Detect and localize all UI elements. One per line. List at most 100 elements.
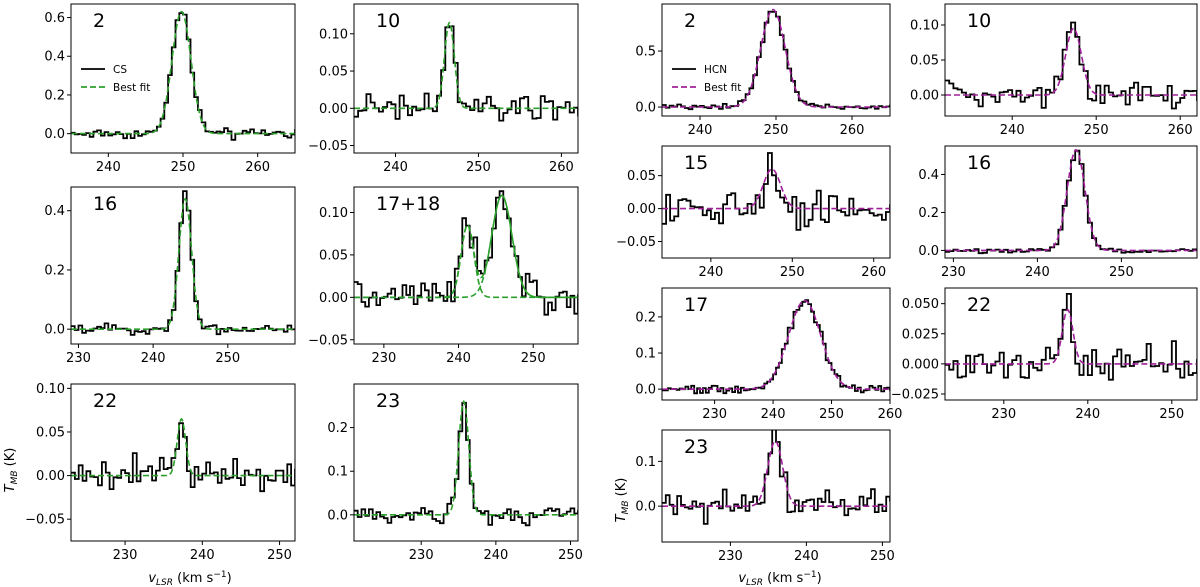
cs-ylabel: TMB (K)	[3, 448, 20, 493]
panel-id-label: 23	[376, 390, 400, 412]
legend-label-fit: Best fit	[113, 82, 150, 94]
ytick-label: 0.05	[627, 169, 656, 184]
panel-id-label: 2	[93, 10, 105, 32]
observed-spectrum-line	[71, 12, 295, 141]
best-fit-line-3	[354, 194, 578, 299]
xtick-label: 240	[794, 549, 819, 564]
axes-frame	[661, 429, 891, 543]
best-fit-line	[71, 417, 295, 477]
observed-spectrum-line	[945, 21, 1197, 110]
xtick-label: 260	[245, 160, 270, 175]
ytick-label: 0.6	[44, 11, 65, 26]
xtick-label: 250	[215, 351, 240, 366]
panel-id-label: 15	[684, 152, 708, 174]
xtick-label: 250	[1084, 123, 1109, 138]
cs-xlabel: vLSR (km s−1)	[148, 570, 231, 587]
axes-frame	[353, 186, 579, 345]
best-fit-line	[945, 27, 1197, 96]
xtick-label: 250	[819, 407, 844, 422]
legend-label-data: HCN	[704, 64, 727, 76]
best-fit-line	[354, 21, 578, 110]
ytick-label: 0.1	[327, 465, 348, 480]
best-fit-line	[354, 399, 578, 516]
observed-spectrum-line	[945, 149, 1197, 255]
ytick-label: 0.10	[319, 27, 348, 42]
xtick-label: 250	[521, 351, 546, 366]
hcn-panel-10: 0.00 0.05 0.10 240 250 260 10	[910, 3, 1198, 138]
svg-text:TMB (K): TMB (K)	[3, 448, 20, 493]
best-fit-line	[662, 8, 890, 108]
plot-area	[71, 384, 295, 541]
panel-id-label: 16	[967, 152, 991, 174]
panel-id-label: 16	[93, 193, 117, 215]
observed-spectrum-line	[662, 430, 890, 525]
plot-area	[71, 4, 295, 153]
xtick-label: 230	[409, 548, 434, 563]
xtick-label: 250	[267, 548, 292, 563]
ytick-label: 0.00	[627, 202, 656, 217]
xtick-label: 240	[141, 351, 166, 366]
ytick-label: 0.00	[36, 469, 65, 484]
ytick-label: 0.2	[635, 310, 656, 325]
hcn-panel-2: 0.0 0.5 240 250 260 2 HCN Best fit	[635, 3, 891, 138]
axes-frame	[944, 145, 1198, 259]
xtick-label: 240	[446, 351, 471, 366]
panel-id-label: 17	[684, 294, 708, 316]
panel-id-label: 22	[93, 390, 117, 412]
ytick-label: −0.025	[891, 387, 939, 402]
xtick-label: 230	[702, 407, 727, 422]
ytick-label: 0.0	[44, 323, 65, 338]
hcn-xlabel: vLSR (km s−1)	[738, 570, 821, 587]
ytick-label: −0.05	[308, 333, 348, 348]
best-fit-line	[71, 10, 295, 135]
xtick-label: 240	[1075, 407, 1100, 422]
ytick-label: 0.10	[910, 19, 939, 34]
observed-spectrum-line	[354, 401, 578, 527]
ytick-label: 0.05	[910, 54, 939, 69]
xtick-label: 240	[1025, 265, 1050, 280]
ytick-label: 0.0	[327, 508, 348, 523]
xtick-label: 250	[1159, 407, 1184, 422]
svg-text:vLSR (km s−1): vLSR (km s−1)	[148, 570, 231, 587]
ytick-label: 0.05	[36, 425, 65, 440]
panel-id-label: 23	[684, 436, 708, 458]
ytick-label: 0.0	[635, 101, 656, 116]
observed-spectrum-line	[662, 299, 890, 395]
ytick-label: 0.4	[44, 204, 65, 219]
xtick-label: 260	[549, 160, 574, 175]
ytick-label: 0.1	[635, 347, 656, 362]
xtick-label: 250	[764, 123, 789, 138]
cs-panel-17-18: −0.05 0.00 0.05 0.10 230 240 250 17+18	[308, 186, 579, 366]
ytick-label: 0.2	[44, 88, 65, 103]
ytick-label: 0.0	[635, 383, 656, 398]
ytick-label: −0.05	[308, 139, 348, 154]
panels-layer: 0.0 0.2 0.4 0.6 240 250 260 2 CS Best fit −0.05 0.0…	[25, 3, 1198, 564]
observed-spectrum-line	[71, 422, 295, 493]
ytick-label: 0.2	[44, 263, 65, 278]
xtick-label: 250	[780, 265, 805, 280]
plot-area	[354, 187, 578, 344]
legend-label-fit: Best fit	[704, 82, 741, 94]
panel-id-label: 10	[967, 10, 991, 32]
ytick-label: 0.0	[635, 500, 656, 515]
cs-panel-23: 0.0 0.1 0.2 230 240 250 23	[327, 383, 583, 563]
cs-panel-10: −0.05 0.00 0.05 0.10 240 250 260 10	[308, 3, 579, 175]
plot-area	[662, 430, 890, 542]
hcn-panel-17: 0.0 0.1 0.2 230 240 250 260 17	[635, 287, 902, 422]
ytick-label: 0.10	[36, 382, 65, 397]
cs-panel-22: −0.05 0.00 0.05 0.10 230 240 250 22	[25, 382, 296, 563]
best-fit-line	[71, 197, 295, 330]
hcn-panel-23: 0.0 0.1 230 240 250 23	[635, 429, 895, 564]
svg-text:TMB (K): TMB (K)	[614, 478, 631, 523]
best-fit-line	[945, 308, 1197, 365]
axes-frame	[70, 383, 296, 542]
ytick-label: 0.00	[319, 102, 348, 117]
observed-spectrum-line	[354, 25, 578, 122]
xtick-label: 250	[466, 160, 491, 175]
legend-label-data: CS	[113, 64, 127, 76]
ytick-label: 0.05	[319, 248, 348, 263]
panel-id-label: 22	[967, 294, 991, 316]
observed-spectrum-line	[354, 190, 578, 316]
axes-frame	[353, 3, 579, 154]
